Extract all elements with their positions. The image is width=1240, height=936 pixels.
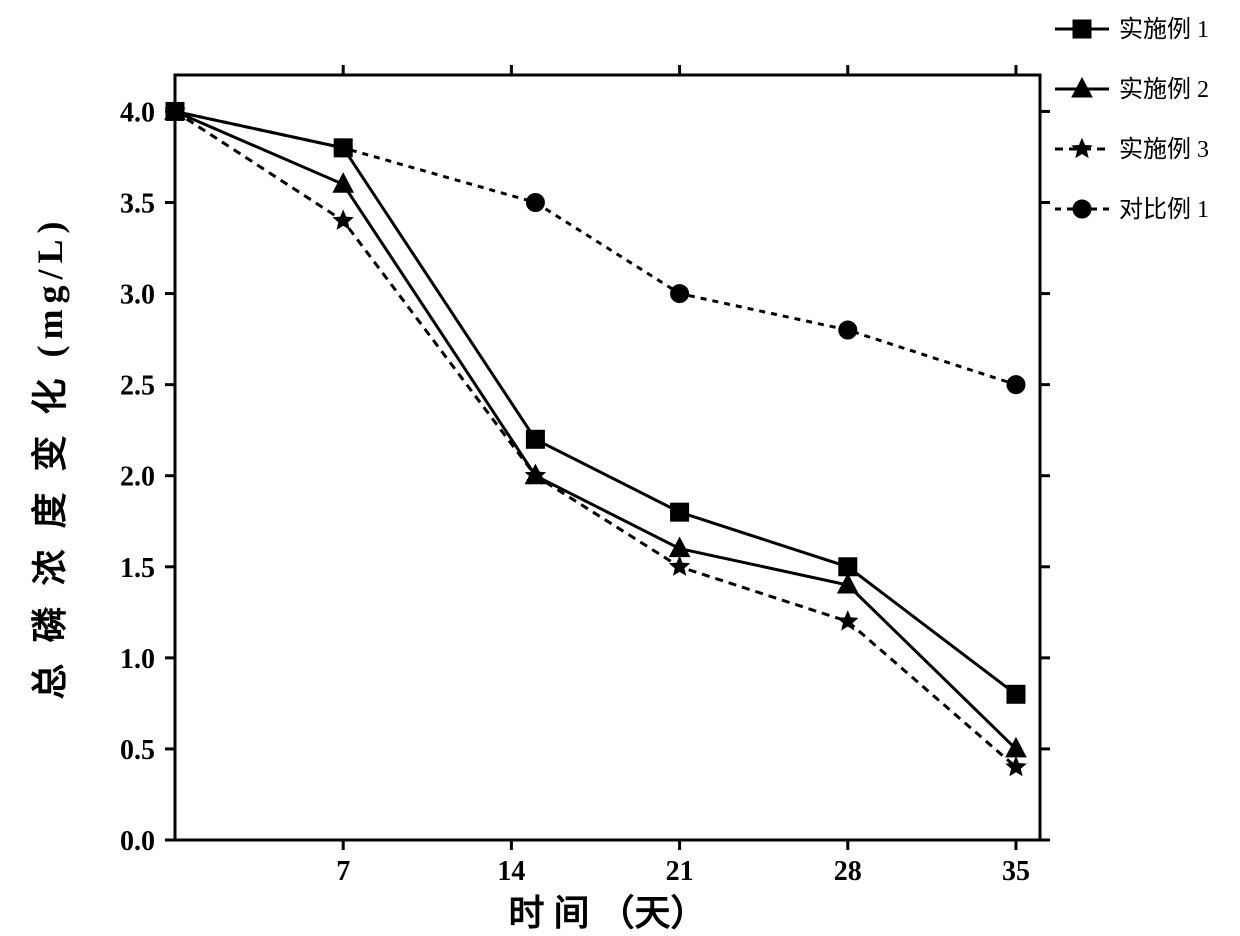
y-tick-label: 3.5: [120, 189, 155, 220]
y-tick-label: 1.5: [120, 553, 155, 584]
y-tick-label: 4.0: [120, 97, 155, 128]
x-tick-label: 14: [497, 856, 525, 887]
series-marker: [1007, 376, 1025, 394]
legend-label: 实施例 3: [1119, 136, 1209, 163]
series-marker: [334, 211, 353, 229]
x-tick-label: 35: [1002, 856, 1030, 887]
series-line: [175, 111, 1016, 767]
series-s3: [165, 101, 1025, 775]
y-axis-title: 总 磷 浓 度 变 化 (mg/L): [29, 216, 70, 700]
series-marker: [670, 557, 689, 575]
y-tick-label: 0.5: [120, 735, 155, 766]
series-marker: [671, 503, 689, 521]
y-tick-label: 3.0: [120, 280, 155, 311]
legend-item: 对比例 1: [1055, 196, 1209, 223]
series-marker: [670, 538, 690, 557]
chart-container: 7 14 21 28 35 0.0 0.5 1.0 1.5 2.0 2.5 3.0 3.5 4.0 时 间 …: [0, 0, 1240, 936]
series-marker: [839, 321, 857, 339]
series-marker: [1007, 685, 1025, 703]
legend-item: 实施例 3: [1055, 136, 1209, 163]
legend-item: 实施例 1: [1055, 16, 1209, 43]
series-s2: [165, 100, 1026, 757]
legend-label: 对比例 1: [1119, 196, 1209, 223]
series-s1: [166, 102, 1025, 703]
series-marker: [334, 139, 352, 157]
legend-label: 实施例 2: [1119, 76, 1209, 103]
y-tick-label: 2.0: [120, 462, 155, 493]
line-chart-svg: 7 14 21 28 35 0.0 0.5 1.0 1.5 2.0 2.5 3.0 3.5 4.0 时 间 …: [0, 0, 1240, 936]
y-tick-label: 1.0: [120, 644, 155, 675]
series-marker: [671, 285, 689, 303]
x-tick-label: 28: [834, 856, 862, 887]
x-axis-title: 时 间 （天）: [508, 893, 706, 933]
legend-marker: [1072, 139, 1091, 157]
x-tick-label: 21: [666, 856, 694, 887]
legend-label: 实施例 1: [1119, 16, 1209, 43]
series-s4: [166, 102, 1025, 393]
series-marker: [526, 194, 544, 212]
series-line: [175, 111, 1016, 384]
legend-marker: [1073, 20, 1091, 38]
y-tick-label: 2.5: [120, 371, 155, 402]
legend-marker: [1073, 200, 1091, 218]
series-marker: [166, 102, 184, 120]
series-line: [175, 111, 1016, 694]
series-marker: [526, 430, 544, 448]
series-line: [175, 111, 1016, 749]
legend-item: 实施例 2: [1055, 76, 1209, 103]
y-tick-label: 0.0: [120, 826, 155, 857]
plot-frame: [175, 75, 1040, 840]
x-tick-label: 7: [336, 856, 350, 887]
